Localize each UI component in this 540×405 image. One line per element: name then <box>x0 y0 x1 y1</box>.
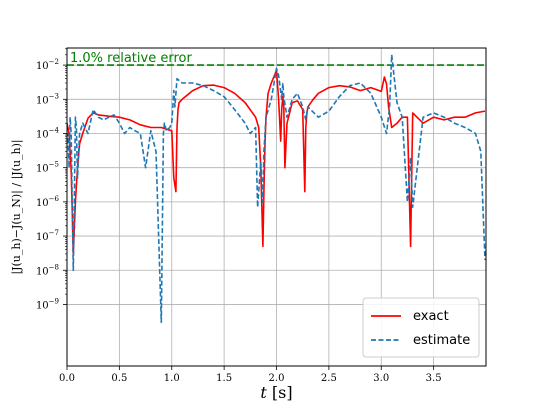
reference-line-label: 1.0% relative error <box>70 51 192 66</box>
y-axis-label: |J(u_h)−J(u_N)| / |J(u_h)| <box>10 139 24 274</box>
legend: exact estimate <box>362 297 480 358</box>
y-tick-label: 10−2 <box>36 58 59 72</box>
legend-box <box>362 297 480 358</box>
x-tick-label: 1.5 <box>216 373 232 384</box>
y-tick-label: 10−9 <box>36 297 59 311</box>
series-line-estimate <box>67 54 486 324</box>
x-tick-label: 1.0 <box>164 373 180 384</box>
x-axis-label: t [s] <box>260 383 292 402</box>
x-tick-label: 3.5 <box>426 373 442 384</box>
x-tick-label: 0.0 <box>59 373 75 384</box>
y-tick-label: 10−5 <box>36 161 59 175</box>
grid <box>66 48 486 366</box>
ticks: 0.0 0.5 1.0 1.5 2.0 2.5 3.0 3.5 10−9 10−8 10−7 10−6… <box>36 48 442 384</box>
y-tick-label: 10−6 <box>36 195 60 209</box>
y-tick-label: 10−4 <box>36 126 60 140</box>
series-group <box>67 54 486 324</box>
x-tick-label: 2.5 <box>321 373 337 384</box>
y-axis-label-text: |J(u_h)−J(u_N)| / |J(u_h)| <box>10 139 24 274</box>
x-tick-label: 0.5 <box>111 373 127 384</box>
legend-label-exact: exact <box>413 309 449 324</box>
legend-label-estimate: estimate <box>413 333 470 348</box>
y-tick-label: 10−3 <box>36 92 59 106</box>
x-tick-label: 3.0 <box>373 373 389 384</box>
x-axis-label-text: t [s] <box>260 383 292 402</box>
x-tick-label: 2.0 <box>269 373 285 384</box>
y-tick-label: 10−7 <box>36 229 59 243</box>
series-line-exact <box>67 69 486 255</box>
y-tick-label: 10−8 <box>36 263 59 277</box>
